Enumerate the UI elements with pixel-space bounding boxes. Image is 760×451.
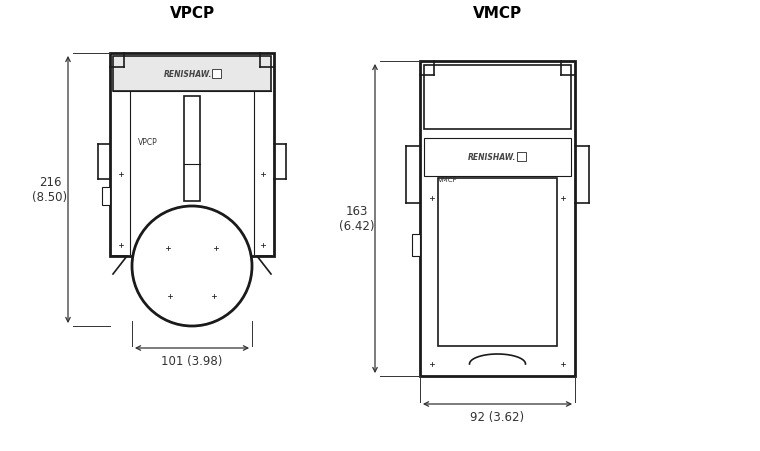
Text: RENISHAW.: RENISHAW. — [468, 153, 517, 162]
Bar — [517, 152, 525, 161]
Bar — [212, 69, 221, 78]
Bar — [420, 62, 575, 376]
Bar — [110, 54, 274, 257]
Bar — [184, 97, 200, 202]
Text: VMCP: VMCP — [438, 177, 458, 183]
Bar — [102, 188, 110, 206]
Bar — [424, 66, 571, 130]
Text: 163
(6.42): 163 (6.42) — [339, 205, 375, 233]
Text: VPCP: VPCP — [169, 6, 214, 22]
Text: 92 (3.62): 92 (3.62) — [470, 410, 524, 423]
Text: VMCP: VMCP — [473, 6, 522, 22]
Bar — [424, 139, 571, 177]
Bar — [113, 57, 271, 92]
Text: RENISHAW.: RENISHAW. — [164, 70, 212, 79]
Text: 216
(8.50): 216 (8.50) — [33, 176, 68, 204]
Text: VPCP: VPCP — [138, 138, 158, 147]
Text: 101 (3.98): 101 (3.98) — [161, 355, 223, 368]
Bar — [412, 235, 420, 257]
Bar — [438, 179, 557, 346]
Circle shape — [132, 207, 252, 326]
